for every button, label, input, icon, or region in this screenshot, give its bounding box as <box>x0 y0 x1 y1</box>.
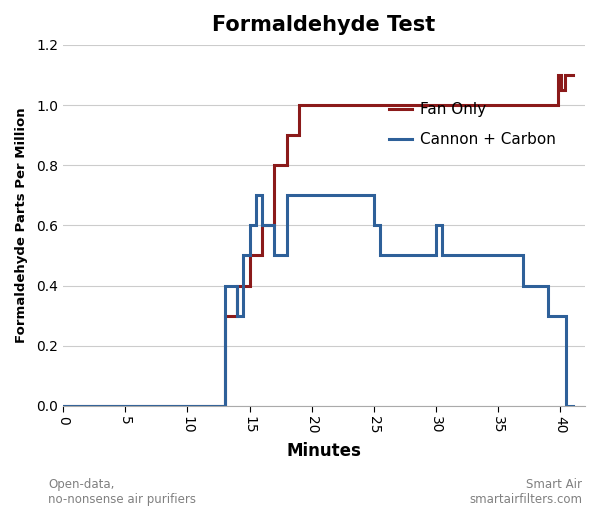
Cannon + Carbon <box>370 192 377 198</box>
Cannon + Carbon <box>563 403 570 409</box>
X-axis label: Minutes: Minutes <box>287 442 362 460</box>
Text: Smart Air
smartairfilters.com: Smart Air smartairfilters.com <box>469 478 582 506</box>
Cannon + Carbon <box>544 283 551 289</box>
Fan Only <box>296 132 303 138</box>
Fan Only <box>554 72 561 78</box>
Line: Fan Only: Fan Only <box>63 75 572 406</box>
Fan Only <box>562 87 569 93</box>
Cannon + Carbon <box>246 252 253 259</box>
Cannon + Carbon <box>209 403 216 409</box>
Cannon + Carbon <box>240 252 247 259</box>
Cannon + Carbon <box>569 403 576 409</box>
Cannon + Carbon <box>494 252 502 259</box>
Cannon + Carbon <box>259 222 266 228</box>
Cannon + Carbon <box>233 313 241 319</box>
Fan Only <box>221 403 229 409</box>
Cannon + Carbon <box>395 252 402 259</box>
Cannon + Carbon <box>221 283 229 289</box>
Fan Only <box>209 403 216 409</box>
Fan Only <box>558 72 565 78</box>
Cannon + Carbon <box>433 252 440 259</box>
Cannon + Carbon <box>283 252 290 259</box>
Fan Only <box>271 222 278 228</box>
Fan Only <box>554 102 561 108</box>
Fan Only <box>259 222 266 228</box>
Fan Only <box>569 72 576 78</box>
Fan Only <box>562 72 569 78</box>
Fan Only <box>271 162 278 168</box>
Cannon + Carbon <box>358 192 365 198</box>
Cannon + Carbon <box>395 252 402 259</box>
Cannon + Carbon <box>271 222 278 228</box>
Cannon + Carbon <box>433 222 440 228</box>
Fan Only <box>296 102 303 108</box>
Legend: Fan Only, Cannon + Carbon: Fan Only, Cannon + Carbon <box>383 96 562 153</box>
Cannon + Carbon <box>494 252 502 259</box>
Cannon + Carbon <box>439 222 446 228</box>
Cannon + Carbon <box>252 192 259 198</box>
Cannon + Carbon <box>240 313 247 319</box>
Cannon + Carbon <box>283 192 290 198</box>
Fan Only <box>209 403 216 409</box>
Cannon + Carbon <box>519 252 526 259</box>
Cannon + Carbon <box>544 313 551 319</box>
Fan Only <box>370 102 377 108</box>
Fan Only <box>550 102 557 108</box>
Fan Only <box>233 283 241 289</box>
Cannon + Carbon <box>376 222 383 228</box>
Cannon + Carbon <box>569 403 576 409</box>
Fan Only <box>221 313 229 319</box>
Fan Only <box>283 162 290 168</box>
Cannon + Carbon <box>59 403 67 409</box>
Fan Only <box>569 72 576 78</box>
Cannon + Carbon <box>376 252 383 259</box>
Fan Only <box>558 87 565 93</box>
Title: Formaldehyde Test: Formaldehyde Test <box>212 15 436 35</box>
Fan Only <box>550 102 557 108</box>
Line: Cannon + Carbon: Cannon + Carbon <box>63 195 572 406</box>
Fan Only <box>246 283 253 289</box>
Cannon + Carbon <box>259 192 266 198</box>
Cannon + Carbon <box>252 222 259 228</box>
Text: Open-data,
no-nonsense air purifiers: Open-data, no-nonsense air purifiers <box>48 478 196 506</box>
Fan Only <box>233 313 241 319</box>
Fan Only <box>246 252 253 259</box>
Cannon + Carbon <box>246 222 253 228</box>
Fan Only <box>59 403 67 409</box>
Cannon + Carbon <box>358 192 365 198</box>
Cannon + Carbon <box>209 403 216 409</box>
Cannon + Carbon <box>439 252 446 259</box>
Cannon + Carbon <box>370 222 377 228</box>
Fan Only <box>283 132 290 138</box>
Fan Only <box>259 252 266 259</box>
Cannon + Carbon <box>233 283 241 289</box>
Cannon + Carbon <box>563 313 570 319</box>
Fan Only <box>370 102 377 108</box>
Cannon + Carbon <box>271 252 278 259</box>
Cannon + Carbon <box>221 403 229 409</box>
Cannon + Carbon <box>519 283 526 289</box>
Y-axis label: Formaldehyde Parts Per Million: Formaldehyde Parts Per Million <box>15 107 28 343</box>
